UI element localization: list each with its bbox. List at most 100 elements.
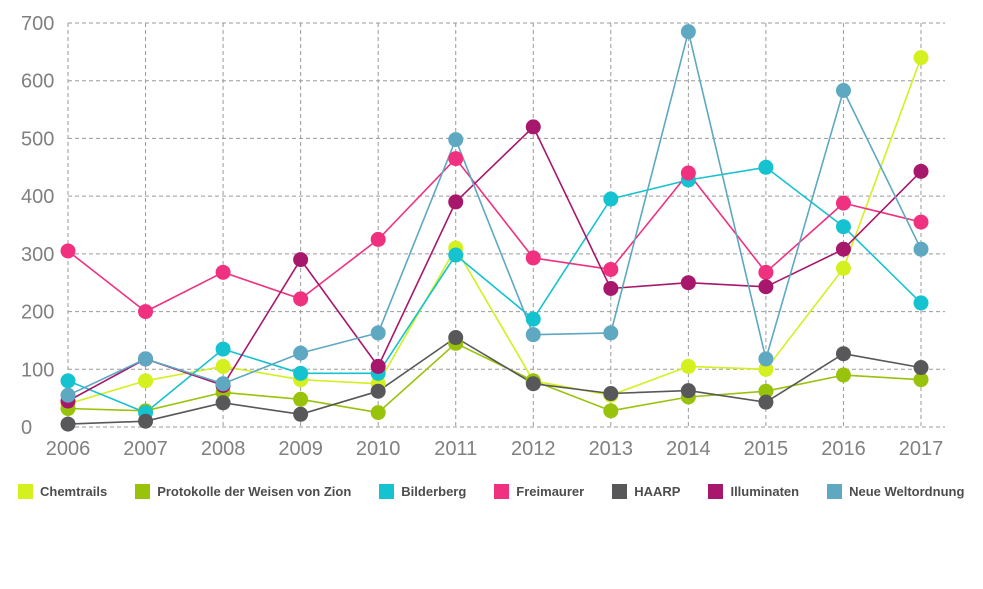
data-point-illuminaten [293,252,309,268]
data-point-haarp [758,394,774,410]
legend-label: Chemtrails [40,484,108,499]
data-point-freimaurer [448,151,464,167]
legend-swatch [494,484,510,499]
data-point-chemtrails [835,260,851,276]
series-points [60,24,929,432]
data-point-neue-weltordnung [525,327,541,343]
series-line-chemtrails [67,57,922,405]
legend-label: Illuminaten [730,484,800,499]
data-point-freimaurer [215,264,231,280]
data-point-bilderberg [60,373,76,389]
data-point-neue-weltordnung [758,351,774,367]
data-point-freimaurer [293,291,309,307]
y-tick-label: 300 [21,244,54,266]
data-point-freimaurer [758,264,774,280]
data-point-illuminaten [370,358,386,374]
x-tick-label: 2012 [511,438,556,460]
data-point-haarp [603,386,619,402]
data-point-chemtrails [138,373,154,389]
data-point-protokolle-der-weisen-von-zion [913,372,929,388]
data-point-haarp [448,330,464,346]
legend-label: Neue Weltordnung [849,484,965,499]
data-point-protokolle-der-weisen-von-zion [370,405,386,421]
data-point-neue-weltordnung [215,376,231,392]
data-point-neue-weltordnung [448,132,464,148]
data-point-haarp [138,413,154,429]
data-point-haarp [60,416,76,432]
x-tick-label: 2017 [899,438,944,460]
x-tick-label: 2009 [278,438,323,460]
grid-lines [68,22,945,427]
legend-item-chemtrails: Chemtrails [18,484,107,499]
legend-swatch [708,484,724,499]
legend-item-haarp: HAARP [612,484,680,499]
y-tick-label: 0 [21,417,32,439]
x-tick-label: 2015 [744,438,789,460]
series-line-neue-weltordnung [67,30,922,397]
data-point-illuminaten [603,280,619,296]
data-point-bilderberg [448,247,464,263]
y-tick-label: 600 [21,71,54,93]
x-tick-label: 2008 [201,438,246,460]
data-point-bilderberg [835,219,851,235]
data-point-freimaurer [525,250,541,266]
data-point-freimaurer [603,261,619,277]
legend-swatch [827,484,843,499]
data-point-bilderberg [758,159,774,175]
x-tick-label: 2013 [589,438,634,460]
data-point-illuminaten [680,275,696,291]
data-point-freimaurer [60,243,76,259]
legend-label: Protokolle der Weisen von Zion [157,484,352,499]
legend-swatch [18,484,33,499]
series-line-freimaurer [67,157,922,313]
data-point-haarp [835,346,851,362]
tick-labels: 0 100 200 300 400 500 600 700 2006 2007 2008 2009 20… [21,13,943,460]
data-point-protokolle-der-weisen-von-zion [293,391,309,407]
legend: Chemtrails Protokolle der Weisen von Zion… [18,484,964,499]
data-point-neue-weltordnung [835,83,851,99]
series-line-protokolle-der-weisen-von-zion [67,342,922,414]
data-point-freimaurer [913,214,929,230]
data-point-haarp [293,406,309,422]
data-point-neue-weltordnung [680,24,696,40]
data-point-bilderberg [525,311,541,327]
legend-item-bilderberg: Bilderberg [379,484,466,499]
data-point-neue-weltordnung [370,325,386,341]
data-point-chemtrails [215,358,231,374]
data-point-illuminaten [758,279,774,295]
y-tick-label: 200 [21,302,54,324]
data-point-neue-weltordnung [60,387,76,403]
x-tick-label: 2006 [46,438,91,460]
series-line-bilderberg [67,166,922,414]
data-point-haarp [680,383,696,399]
data-point-bilderberg [293,365,309,381]
data-point-freimaurer [835,195,851,211]
data-point-neue-weltordnung [913,241,929,257]
data-point-protokolle-der-weisen-von-zion [603,403,619,419]
y-tick-label: 500 [21,128,54,150]
data-point-freimaurer [370,231,386,247]
data-point-haarp [370,383,386,399]
data-point-chemtrails [913,50,929,66]
data-point-illuminaten [525,119,541,135]
x-tick-label: 2014 [666,438,711,460]
series-lines [67,30,922,425]
data-point-freimaurer [680,165,696,181]
data-point-chemtrails [758,361,774,377]
line-chart: 0 100 200 300 400 500 600 700 2006 2007 2008 2009 20… [21,13,945,460]
data-point-protokolle-der-weisen-von-zion [758,383,774,399]
data-point-protokolle-der-weisen-von-zion [835,367,851,383]
data-point-bilderberg [215,341,231,357]
y-tick-label: 100 [21,359,54,381]
data-point-illuminaten [913,163,929,179]
data-point-chemtrails [680,358,696,374]
axis-lines [67,23,945,428]
x-tick-label: 2007 [123,438,168,460]
data-point-haarp [525,376,541,392]
data-point-neue-weltordnung [293,345,309,361]
series-line-illuminaten [67,126,922,402]
x-tick-label: 2010 [356,438,401,460]
legend-item-neue-weltordnung: Neue Weltordnung [827,484,964,499]
legend-label: Bilderberg [401,484,467,499]
x-tick-label: 2016 [821,438,866,460]
